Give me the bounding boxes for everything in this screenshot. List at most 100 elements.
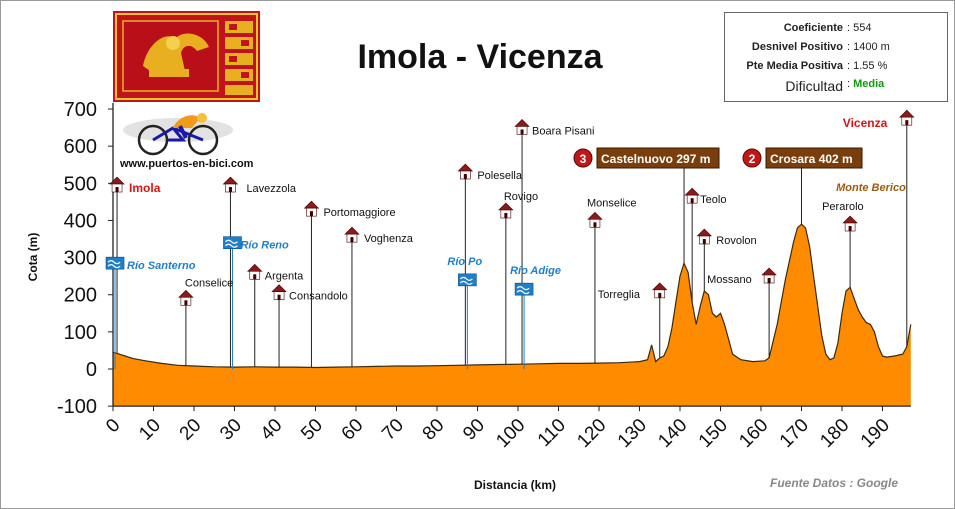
- x-axis-label: Distancia (km): [474, 478, 556, 492]
- annotation-label: Monte Berico: [836, 182, 906, 194]
- house-icon: [761, 267, 777, 284]
- x-tick-label: 10: [135, 415, 165, 445]
- chart-title: Imola - Vicenza: [357, 38, 603, 76]
- elevation-line: [112, 223, 912, 369]
- house-icon: [684, 187, 700, 204]
- river-label: Río Reno: [240, 240, 289, 252]
- x-tick-label: 60: [338, 415, 368, 445]
- house-icon: [842, 215, 858, 232]
- waypoint-label: Mossano: [707, 274, 752, 286]
- house-icon: [652, 282, 668, 299]
- y-tick-label: -100: [57, 396, 97, 418]
- house-icon: [696, 228, 713, 245]
- x-tick-label: 20: [176, 415, 206, 445]
- x-tick-label: 150: [695, 415, 732, 452]
- stat-label: Dificultad: [785, 78, 843, 94]
- x-tick-label: 130: [614, 415, 651, 452]
- climb-box: [765, 147, 863, 169]
- climb-rank: 3: [580, 152, 587, 166]
- x-tick-label: 120: [573, 415, 610, 452]
- river-icon: [105, 256, 125, 270]
- stat-label: Coeficiente: [783, 22, 843, 34]
- x-tick-label: 100: [492, 415, 529, 452]
- y-tick-label: 600: [64, 136, 97, 158]
- cyclist-logo: www.puertos-en-bici.com: [119, 113, 254, 170]
- x-tick-label: 170: [776, 415, 813, 452]
- y-tick-label: 400: [64, 210, 97, 232]
- x-tick-label: 160: [735, 415, 772, 452]
- house-icon: [344, 226, 360, 243]
- stat-value: : 554: [847, 22, 872, 34]
- house-icon: [222, 176, 239, 193]
- waypoint-label: Boara Pisani: [532, 125, 594, 137]
- river-icon: [223, 236, 242, 250]
- y-tick-label: 300: [64, 248, 97, 270]
- x-tick-label: 180: [816, 415, 853, 452]
- x-tick-label: 40: [257, 415, 287, 445]
- house-icon: [514, 119, 530, 135]
- waypoint-label: Rovolon: [716, 235, 756, 247]
- cyclist-icon: [123, 113, 233, 156]
- house-icon: [498, 202, 514, 219]
- stat-value: : 1400 m: [847, 41, 890, 53]
- source-note: Fuente Datos : Google: [770, 476, 899, 490]
- waypoint-label: Imola: [129, 181, 161, 195]
- x-tick-label: 50: [297, 415, 327, 445]
- y-tick-label: 700: [64, 99, 97, 121]
- climb-rank-badge: [573, 148, 593, 168]
- stat-value: : 1.55 %: [847, 60, 888, 72]
- climb-rank: 2: [749, 152, 756, 166]
- waypoint-label: Consandolo: [289, 291, 348, 303]
- house-icon: [247, 263, 263, 280]
- waypoint-label: Perarolo: [822, 201, 864, 213]
- stats-box: Coeficiente : 554 Desnivel Positivo : 14…: [724, 12, 948, 102]
- venetian-flag-icon: [113, 11, 260, 102]
- waypoint-label: Teolo: [700, 194, 726, 206]
- x-tick-label: 190: [857, 415, 894, 452]
- stat-value: : Media: [847, 78, 885, 90]
- house-icon: [457, 163, 474, 180]
- waypoint-label: Portomaggiore: [323, 207, 395, 219]
- house-icon: [587, 211, 603, 228]
- waypoint-label: Voghenza: [364, 233, 414, 245]
- y-tick-label: 0: [86, 359, 97, 381]
- waypoint-label: Torreglia: [598, 289, 641, 301]
- house-icon: [271, 284, 287, 301]
- y-tick-label: 100: [64, 322, 97, 344]
- river-icon: [514, 282, 534, 296]
- stat-label: Pte Media Positiva: [746, 60, 843, 72]
- y-tick-label: 200: [64, 285, 97, 307]
- waypoint-label: Rovigo: [504, 191, 538, 203]
- climb-label: Castelnuovo 297 m: [601, 152, 710, 166]
- x-tick-label: 80: [419, 415, 449, 445]
- x-tick-label: 0: [102, 415, 124, 437]
- climb-rank-badge: [742, 148, 762, 168]
- house-icon: [109, 176, 125, 193]
- x-tick-label: 70: [378, 415, 408, 445]
- river-label: Río Adige: [510, 265, 561, 277]
- x-tick-label: 110: [534, 415, 570, 451]
- house-icon: [303, 200, 320, 217]
- river-label: Río Santerno: [127, 260, 196, 272]
- waypoint-label: Polesella: [477, 170, 523, 182]
- x-tick-label: 90: [459, 415, 489, 445]
- y-tick-label: 500: [64, 173, 97, 195]
- waypoint-label: Vicenza: [843, 116, 888, 130]
- waypoint-label: Argenta: [265, 270, 304, 282]
- climb-label: Crosara 402 m: [770, 152, 853, 166]
- house-icon: [899, 109, 915, 126]
- river-icon: [458, 273, 477, 287]
- house-icon: [178, 289, 194, 306]
- website-label: www.puertos-en-bici.com: [119, 158, 254, 170]
- x-tick-label: 140: [654, 415, 691, 452]
- y-axis-label: Cota (m): [26, 233, 40, 282]
- climb-box: [596, 147, 720, 169]
- elevation-area: [113, 224, 911, 407]
- waypoint-label: Conselice: [185, 277, 233, 289]
- waypoint-label: Monselice: [587, 197, 637, 209]
- x-tick-label: 30: [216, 415, 246, 445]
- waypoint-label: Lavezzola: [246, 183, 296, 195]
- river-label: Río Po: [447, 256, 482, 268]
- stat-label: Desnivel Positivo: [751, 41, 843, 53]
